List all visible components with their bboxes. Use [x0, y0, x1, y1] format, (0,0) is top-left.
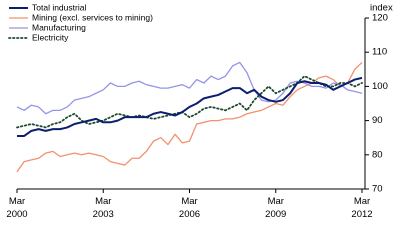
y-tick-label: 80	[372, 149, 383, 160]
series-line	[17, 76, 363, 137]
legend-label: Electricity	[32, 32, 69, 42]
legend-label: Total industrial	[32, 2, 86, 12]
x-tick-label: Mar 2003	[93, 196, 114, 220]
x-tick-label: Mar 2000	[6, 196, 27, 220]
series-line	[16, 75, 363, 129]
y-axis-label: index	[370, 3, 393, 14]
y-tick-label: 100	[372, 81, 388, 92]
y-tick-label: 70	[372, 184, 383, 195]
series-line	[16, 61, 363, 115]
chart: index 70 80 90 100 110 120 Mar 2000 Mar 2003 Mar 20…	[6, 2, 393, 220]
x-tick-label: Mar 2006	[179, 196, 200, 220]
legend-label: Mining (excl. services to mining)	[32, 12, 153, 22]
y-tick-label: 110	[372, 47, 387, 58]
y-tick-label: 120	[372, 13, 388, 24]
x-tick-label: Mar 2012	[351, 196, 372, 220]
y-tick-label: 90	[372, 115, 383, 126]
series-line	[16, 61, 363, 173]
legend-label: Manufacturing	[32, 22, 86, 32]
x-tick-label: Mar 2009	[265, 196, 286, 220]
